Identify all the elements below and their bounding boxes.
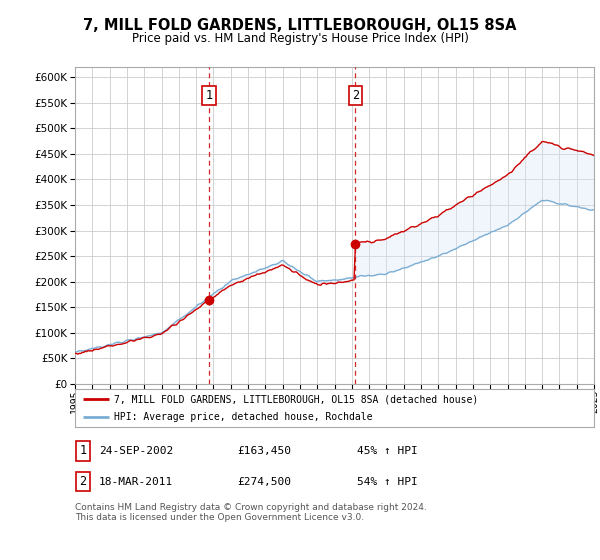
Text: 18-MAR-2011: 18-MAR-2011 <box>99 477 173 487</box>
Text: 54% ↑ HPI: 54% ↑ HPI <box>357 477 418 487</box>
Text: 7, MILL FOLD GARDENS, LITTLEBOROUGH, OL15 8SA: 7, MILL FOLD GARDENS, LITTLEBOROUGH, OL1… <box>83 18 517 33</box>
Text: 2: 2 <box>352 89 359 102</box>
Text: 24-SEP-2002: 24-SEP-2002 <box>99 446 173 456</box>
Text: Contains HM Land Registry data © Crown copyright and database right 2024.
This d: Contains HM Land Registry data © Crown c… <box>75 503 427 522</box>
Text: HPI: Average price, detached house, Rochdale: HPI: Average price, detached house, Roch… <box>114 412 373 422</box>
Text: 2: 2 <box>79 475 86 488</box>
Text: 7, MILL FOLD GARDENS, LITTLEBOROUGH, OL15 8SA (detached house): 7, MILL FOLD GARDENS, LITTLEBOROUGH, OL1… <box>114 394 478 404</box>
Text: 1: 1 <box>205 89 212 102</box>
Text: £163,450: £163,450 <box>237 446 291 456</box>
Text: 1: 1 <box>79 444 86 458</box>
Text: 45% ↑ HPI: 45% ↑ HPI <box>357 446 418 456</box>
Text: Price paid vs. HM Land Registry's House Price Index (HPI): Price paid vs. HM Land Registry's House … <box>131 32 469 45</box>
Text: £274,500: £274,500 <box>237 477 291 487</box>
